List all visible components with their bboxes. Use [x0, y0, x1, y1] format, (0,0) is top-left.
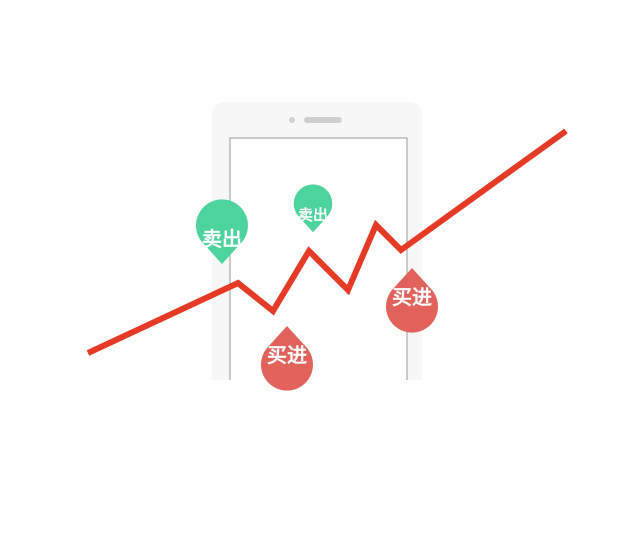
- phone-speaker: [304, 117, 342, 123]
- marker-label: 买进: [267, 343, 307, 367]
- marker-label: 卖出: [202, 227, 242, 251]
- marker-label: 买进: [392, 285, 432, 309]
- phone-camera: [289, 117, 295, 123]
- marker-label: 卖出: [298, 206, 328, 224]
